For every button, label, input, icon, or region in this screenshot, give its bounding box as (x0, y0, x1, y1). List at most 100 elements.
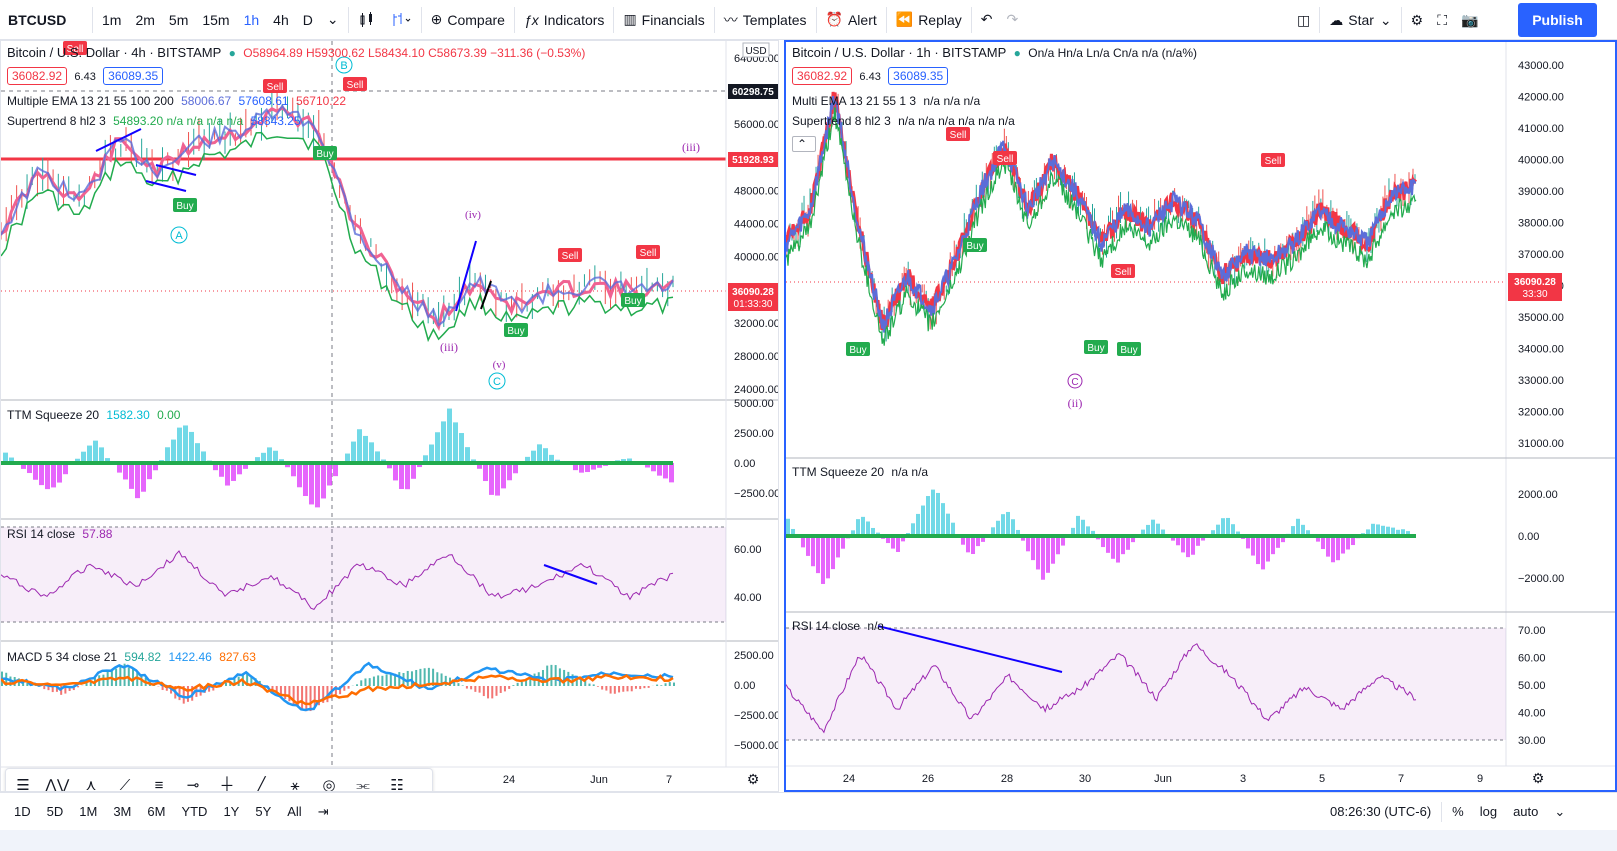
percent-scale-button[interactable]: % (1452, 804, 1464, 819)
left-chart-canvas[interactable]: Sell Sell Sell Sell Sell Buy Buy Buy Buy (iii) (ii… (1, 41, 778, 791)
ttm-value-1: 1582.30 (106, 408, 150, 422)
ask-price-button[interactable]: 36089.35 (103, 67, 164, 85)
macd-histogram-bar (254, 678, 257, 686)
macd-histogram-bar (343, 686, 346, 691)
trend-line-icon[interactable]: ⟋ (119, 776, 131, 792)
bid-price-button[interactable]: 36082.92 (792, 67, 853, 85)
financials-button[interactable]: ▥ Financials (616, 0, 711, 40)
compare-label: Compare (447, 11, 505, 28)
redo-button[interactable]: ↷ (1000, 0, 1026, 40)
chart-type-button[interactable] (383, 0, 419, 40)
squeeze-histogram-bar (357, 429, 362, 463)
range-1y[interactable]: 1Y (223, 804, 240, 819)
interval-1h[interactable]: 1h (243, 11, 260, 28)
templates-button[interactable]: 〰 Templates (717, 0, 814, 40)
elliott-wave-icon[interactable]: ⋀⋁ (44, 777, 70, 792)
rsi-label: RSI 14 close (7, 527, 76, 541)
projection-icon[interactable]: ⫘ (356, 776, 370, 792)
last-price: 36090.28 (1514, 277, 1556, 288)
goto-date-button[interactable]: ⇥ (310, 804, 337, 820)
settings-button[interactable]: ⚙ (1404, 0, 1431, 40)
range-6m[interactable]: 6M (147, 804, 166, 819)
alert-button[interactable]: ⏰ Alert (819, 0, 884, 40)
squeeze-histogram-bar (447, 408, 452, 463)
squeeze-histogram-bar (645, 463, 650, 468)
squeeze-histogram-bar (801, 536, 805, 548)
financials-label: Financials (641, 11, 705, 28)
fullscreen-button[interactable]: ⛶ (1430, 0, 1454, 40)
squeeze-histogram-bar (1371, 523, 1375, 536)
range-3m[interactable]: 3M (113, 804, 132, 819)
indicators-button[interactable]: ƒx Indicators (517, 0, 612, 40)
interval-dropdown-chevron-icon[interactable]: ⌄ (326, 11, 339, 27)
snapshot-button[interactable]: 📷 (1454, 0, 1485, 40)
replay-button[interactable]: ⏪ Replay (889, 0, 969, 40)
ask-price-button[interactable]: 36089.35 (888, 67, 949, 85)
left-macd-legend[interactable]: MACD 5 34 close 21 594.82 1422.46 827.63 (7, 650, 260, 664)
squeeze-histogram-bar (806, 536, 810, 556)
measure-icon[interactable]: ☷ (390, 777, 404, 792)
left-title[interactable]: Bitcoin / U.S. Dollar · 4h · BITSTAMP (7, 45, 222, 60)
pattern-icon[interactable]: ⚹ (290, 776, 300, 792)
range-1d[interactable]: 1D (14, 804, 31, 819)
auto-scale-button[interactable]: auto (1513, 804, 1539, 819)
collapse-legend-button[interactable]: ⌃ (792, 136, 817, 152)
squeeze-histogram-bar (1271, 536, 1275, 555)
interval-15m[interactable]: 15m (202, 11, 230, 28)
right-ema-legend[interactable]: Multi EMA 13 21 55 1 3 n/a n/a n/a (792, 94, 984, 108)
templates-label: Templates (742, 11, 807, 28)
squeeze-histogram-bar (75, 458, 80, 463)
range-all[interactable]: All (287, 804, 302, 819)
save-layout-button[interactable]: ☁ Star ⌄ (1322, 0, 1398, 40)
line-tool-icon[interactable]: ╱ (256, 777, 266, 792)
fib-icon[interactable]: ≡ (154, 776, 164, 792)
squeeze-histogram-bar (165, 447, 170, 463)
range-1m[interactable]: 1M (79, 804, 98, 819)
right-rsi-legend[interactable]: RSI 14 close n/a (792, 619, 888, 633)
time-axis-tick: Jun (590, 774, 608, 786)
range-5y[interactable]: 5Y (255, 804, 272, 819)
left-rsi-legend[interactable]: RSI 14 close 57.88 (7, 527, 116, 541)
macd-histogram-bar (609, 686, 612, 694)
interval-1m[interactable]: 1m (102, 11, 122, 28)
publish-button[interactable]: Publish (1518, 3, 1597, 37)
log-scale-button[interactable]: log (1479, 804, 1498, 819)
bars-pattern-icon[interactable]: ┼ (221, 776, 233, 792)
undo-button[interactable]: ↶ (974, 0, 1000, 40)
squeeze-histogram-bar (441, 421, 446, 463)
horizontal-lines-icon[interactable]: ☰ (16, 777, 30, 792)
interval-d[interactable]: D (302, 11, 313, 28)
range-5d[interactable]: 5D (46, 804, 64, 819)
squeeze-histogram-bar (627, 458, 632, 463)
clock-time[interactable]: 08:26:30 (UTC-6) (1330, 804, 1432, 819)
layout-button[interactable]: ◫ (1290, 0, 1317, 40)
bid-price-button[interactable]: 36082.92 (7, 67, 68, 85)
left-ema-legend[interactable]: Multiple EMA 13 21 55 100 200 58006.67 5… (7, 94, 350, 108)
interval-2m[interactable]: 2m (135, 11, 155, 28)
more-options-button[interactable]: ⌄ (1546, 804, 1573, 820)
squeeze-histogram-bar (105, 458, 110, 463)
right-supertrend-legend[interactable]: Supertrend 8 hl2 3 n/a n/a n/a n/a n/a n… (792, 114, 1019, 128)
right-chart-canvas[interactable]: Sell Sell Sell Sell Buy Buy Buy Buy C (ii) 43000.0… (786, 42, 1615, 790)
chart-pane-right[interactable]: Sell Sell Sell Sell Buy Buy Buy Buy C (ii) 43000.0… (784, 40, 1617, 792)
squeeze-histogram-bar (537, 444, 542, 463)
squeeze-histogram-bar (1091, 530, 1095, 536)
right-title[interactable]: Bitcoin / U.S. Dollar · 1h · BITSTAMP (792, 45, 1007, 60)
chart-pane-left[interactable]: Sell Sell Sell Sell Sell Buy Buy Buy Buy (iii) (ii… (0, 40, 779, 792)
left-ttm-legend[interactable]: TTM Squeeze 20 1582.30 0.00 (7, 408, 184, 422)
symbol-search[interactable]: BTCUSD (8, 11, 67, 28)
rsi-trendline (543, 564, 598, 585)
bar-style-button[interactable] (351, 0, 383, 40)
squeeze-histogram-bar (1251, 536, 1255, 556)
horizontal-ray-icon[interactable]: ⊸ (186, 777, 200, 792)
interval-5m[interactable]: 5m (168, 11, 189, 28)
price-axis-tick: 41000.00 (1518, 123, 1564, 135)
abc-pattern-icon[interactable]: ⋏ (85, 777, 97, 792)
signal-label: Sell (1115, 267, 1132, 278)
left-supertrend-legend[interactable]: Supertrend 8 hl2 3 54893.20 n/a n/a n/a … (7, 114, 305, 128)
interval-4h[interactable]: 4h (273, 11, 289, 28)
range-ytd[interactable]: YTD (181, 804, 208, 819)
right-ttm-legend[interactable]: TTM Squeeze 20 n/a n/a (792, 465, 932, 479)
cycle-icon[interactable]: ◎ (322, 777, 336, 792)
compare-button[interactable]: ⊕ Compare (424, 0, 512, 40)
